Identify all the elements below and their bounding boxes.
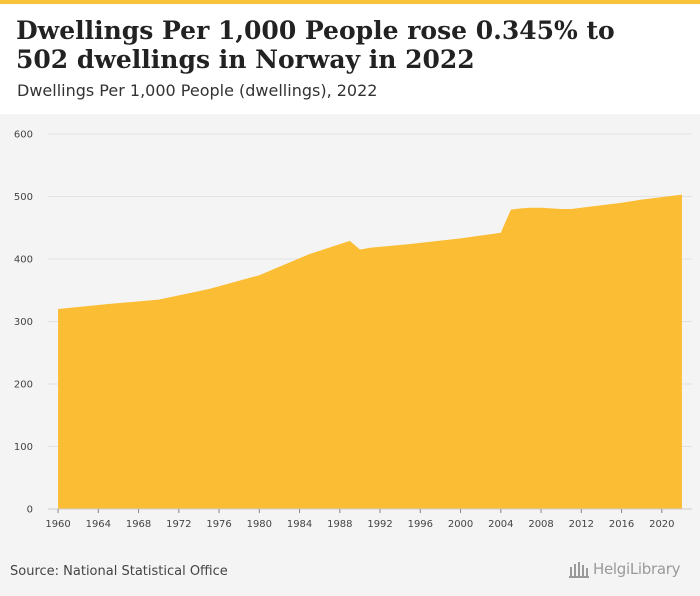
x-tick-label-2008: 2008 — [528, 519, 553, 530]
series-area — [58, 194, 682, 509]
logo-text: HelgiLibrary — [593, 560, 681, 578]
x-tick-label-1964: 1964 — [86, 519, 111, 530]
x-tick-label-1976: 1976 — [206, 519, 231, 530]
x-tick-label-1980: 1980 — [247, 519, 272, 530]
x-tick-label-1972: 1972 — [166, 519, 191, 530]
y-tick-label-600: 600 — [14, 130, 33, 141]
y-tick-label-300: 300 — [14, 317, 33, 328]
chart-area: 0 100 200 300 400 500 600 1960 1964 1968 1972 1976 1… — [0, 114, 700, 596]
helgi-library-logo: HelgiLibrary — [568, 560, 681, 578]
x-tick-label-2004: 2004 — [488, 519, 513, 530]
y-tick-label-200: 200 — [14, 380, 33, 391]
y-tick-label-0: 0 — [27, 505, 33, 516]
x-tick-label-2000: 2000 — [448, 519, 473, 530]
x-tick-label-2020: 2020 — [649, 519, 674, 530]
x-tick-label-1996: 1996 — [408, 519, 433, 530]
source-note: Source: National Statistical Office — [10, 564, 228, 579]
x-tick-label-1988: 1988 — [327, 519, 352, 530]
x-tick-label-2012: 2012 — [569, 519, 594, 530]
area-chart: 0 100 200 300 400 500 600 1960 1964 1968 1972 1976 1… — [14, 130, 692, 530]
x-tick-label-2016: 2016 — [609, 519, 634, 530]
chart-subtitle: Dwellings Per 1,000 People (dwellings), … — [17, 81, 378, 100]
top-accent-bar — [0, 0, 700, 4]
y-tick-label-100: 100 — [14, 442, 33, 453]
library-building-icon — [569, 562, 589, 578]
x-tick-label-1992: 1992 — [367, 519, 392, 530]
y-tick-label-500: 500 — [14, 192, 33, 203]
y-tick-label-400: 400 — [14, 255, 33, 266]
x-tick-label-1960: 1960 — [45, 519, 70, 530]
chart-title: Dwellings Per 1,000 People rose 0.345% t… — [16, 16, 615, 74]
chart-header: Dwellings Per 1,000 People rose 0.345% t… — [0, 4, 700, 114]
x-tick-label-1968: 1968 — [126, 519, 151, 530]
x-tick-label-1984: 1984 — [287, 519, 312, 530]
